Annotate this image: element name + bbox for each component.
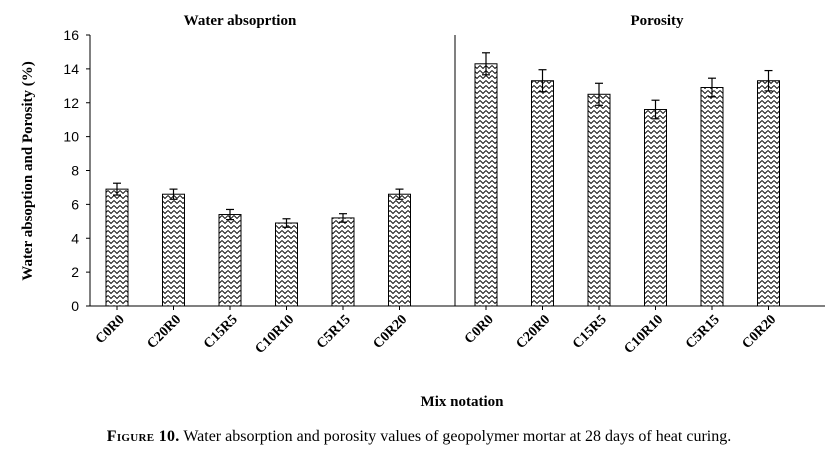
- panel-title: Porosity: [630, 13, 684, 29]
- x-tick-label: C10R10: [253, 312, 298, 357]
- x-tick-label: C10R10: [622, 312, 667, 357]
- bar: [644, 109, 667, 307]
- x-tick-label: C0R20: [371, 312, 411, 352]
- x-tick-label: C5R15: [314, 312, 354, 352]
- bar: [105, 188, 129, 307]
- y-tick-label: 10: [63, 129, 79, 145]
- chart: Water absoption and Porosity (%) Mix not…: [20, 13, 825, 410]
- y-axis-label: Water absoption and Porosity (%): [20, 61, 36, 280]
- panel-title: Water absoprtion: [184, 13, 297, 29]
- y-tick-label: 6: [71, 196, 79, 212]
- figure-caption: Figure 10. Water absorption and porosity…: [0, 428, 838, 446]
- bar: [218, 214, 242, 307]
- x-tick-label: C0R20: [740, 312, 780, 352]
- x-tick-label: C15R5: [570, 312, 610, 352]
- bar: [700, 87, 724, 307]
- caption-text: Water absorption and porosity values of …: [179, 428, 732, 445]
- y-tick-label: 16: [63, 27, 79, 43]
- bar: [531, 80, 554, 307]
- x-axis-label: Mix notation: [421, 394, 505, 410]
- x-tick-label: C20R0: [145, 312, 185, 352]
- bar: [275, 222, 298, 307]
- x-tick-label: C0R0: [462, 312, 497, 347]
- x-tick-label: C15R5: [201, 312, 241, 352]
- y-tick-label: 8: [71, 163, 79, 179]
- y-tick-label: 12: [63, 95, 79, 111]
- x-tick-label: C5R15: [683, 312, 723, 352]
- y-tick-label: 0: [71, 298, 79, 314]
- bar: [587, 93, 611, 307]
- x-tick-label: C20R0: [514, 312, 554, 352]
- y-tick-label: 14: [63, 61, 79, 77]
- bar: [474, 63, 498, 307]
- x-tick-label: C0R0: [93, 312, 128, 347]
- bar: [331, 217, 355, 307]
- bar: [162, 193, 185, 307]
- y-tick-label: 2: [71, 264, 79, 280]
- y-tick-label: 4: [71, 230, 79, 246]
- bar: [388, 193, 411, 307]
- bar: [757, 80, 780, 307]
- figure-label: Figure 10.: [106, 428, 180, 445]
